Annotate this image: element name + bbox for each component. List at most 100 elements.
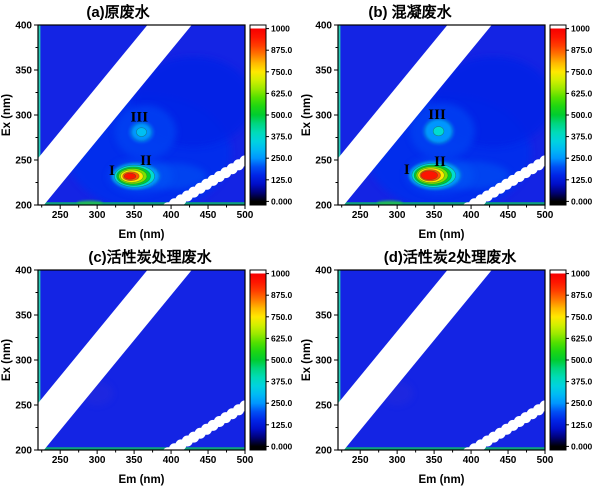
rayleigh-band-2nd (163, 399, 245, 450)
bottom-edge-strip (38, 447, 245, 450)
y-tick-label: 400 (15, 21, 32, 32)
panel-c: 250 300 350 400 450 500 200 250 300 350 400 Em (nm)… (0, 245, 300, 490)
plot-area (338, 270, 545, 450)
y-tick-label: 350 (315, 311, 332, 322)
panel-d: 250 300 350 400 450 500 200 250 300 350 400 Em (nm)… (300, 245, 600, 490)
y-tick-label: 400 (15, 266, 32, 277)
colorbar-tick-label: 375.0 (571, 132, 593, 142)
colorbar-tick-label: 125.0 (571, 420, 593, 430)
x-tick-label: 450 (500, 210, 517, 221)
x-tick-label: 450 (500, 455, 517, 466)
y-tick-label: 250 (15, 401, 32, 412)
colorbar-tick-label: 250.0 (271, 398, 293, 408)
y-tick-label: 350 (15, 311, 32, 322)
x-tick-label: 250 (52, 455, 69, 466)
panel-a: I II III 250 300 350 400 450 500 200 250 300 350 400 E… (0, 0, 300, 245)
bottom-edge-strip (338, 202, 545, 205)
y-tick-label: 300 (15, 356, 32, 367)
left-edge-strip (338, 270, 341, 450)
colorbar-tick-label: 750.0 (571, 67, 593, 77)
y-tick-label: 300 (315, 356, 332, 367)
x-tick-label: 300 (89, 455, 106, 466)
colorbar-tick-label: 125.0 (271, 175, 293, 185)
left-edge-strip (338, 25, 341, 205)
colorbar-tick-label: 625.0 (571, 88, 593, 98)
colorbar-tick-label: 0.000 (571, 441, 593, 451)
y-axis-label: Ex (nm) (1, 94, 13, 136)
peak-contour-level (432, 126, 445, 137)
colorbar-tick-label: 375.0 (271, 132, 293, 142)
y-tick-label: 200 (315, 201, 332, 212)
colorbar-tick-label: 875.0 (571, 290, 593, 300)
colorbar-tick-label: 1000 (571, 269, 590, 279)
rayleigh-band-1st (338, 25, 492, 205)
peak-annotation: I (404, 162, 410, 178)
plot-area (38, 25, 245, 205)
y-tick-label: 200 (15, 446, 32, 457)
x-tick-label: 350 (126, 210, 143, 221)
x-axis-label: Em (nm) (419, 229, 465, 241)
x-tick-label: 250 (352, 210, 369, 221)
x-tick-label: 500 (237, 210, 254, 221)
x-tick-label: 450 (200, 210, 217, 221)
y-tick-label: 350 (315, 66, 332, 77)
rayleigh-band-1st (38, 270, 192, 450)
colorbar-tick-label: 1000 (271, 24, 290, 34)
y-tick-label: 250 (315, 156, 332, 167)
y-tick-label: 400 (315, 266, 332, 277)
peak-annotation: II (434, 154, 446, 170)
colorbar-tick-label: 125.0 (271, 420, 293, 430)
panel-title: (b) 混凝废水 (368, 3, 452, 21)
rayleigh-band-2nd (163, 154, 245, 205)
left-edge-strip (38, 25, 41, 205)
panel-b: I II III 250 300 350 400 450 500 200 250 300 350 400 E… (300, 0, 600, 245)
x-tick-label: 250 (52, 210, 69, 221)
rayleigh-band-2nd (463, 399, 545, 450)
peak-contour-level (420, 170, 438, 181)
colorbar-tick-label: 500.0 (271, 110, 293, 120)
y-axis-label: Ex (nm) (301, 339, 313, 381)
y-axis-label: Ex (nm) (1, 339, 13, 381)
y-axis-label: Ex (nm) (301, 94, 313, 136)
bottom-edge-strip (38, 202, 245, 205)
rayleigh-band-2nd (463, 154, 545, 205)
panel-title: (c)活性炭处理废水 (88, 248, 212, 266)
rayleigh-band-1st (38, 25, 192, 205)
colorbar-tick-label: 750.0 (271, 312, 293, 322)
colorbar-tick-label: 500.0 (271, 355, 293, 365)
colorbar-tick-label: 750.0 (271, 67, 293, 77)
peak-annotation: III (131, 110, 149, 126)
x-tick-label: 500 (537, 210, 554, 221)
rayleigh-band-1st (338, 270, 492, 450)
y-tick-label: 300 (315, 111, 332, 122)
colorbar-tick-label: 0.000 (271, 196, 293, 206)
y-tick-label: 250 (15, 156, 32, 167)
peak-contour-level (136, 127, 147, 137)
x-tick-label: 500 (237, 455, 254, 466)
x-tick-label: 300 (389, 455, 406, 466)
colorbar-tick-label: 1000 (571, 24, 590, 34)
colorbar (550, 270, 566, 450)
eem-plot-c: 250 300 350 400 450 500 200 250 300 350 400 Em (nm)… (1, 248, 293, 486)
peak-annotation: II (140, 153, 152, 169)
peak-contour-level (123, 172, 137, 180)
y-tick-label: 250 (315, 401, 332, 412)
x-tick-label: 400 (163, 455, 180, 466)
x-tick-label: 350 (426, 455, 443, 466)
y-tick-label: 200 (315, 446, 332, 457)
colorbar-tick-label: 1000 (271, 269, 290, 279)
plot-area (338, 25, 545, 205)
colorbar-tick-label: 0.000 (271, 441, 293, 451)
x-tick-label: 400 (163, 210, 180, 221)
x-axis-label: Em (nm) (419, 474, 465, 486)
bottom-strip-spot (376, 200, 403, 205)
x-tick-label: 250 (352, 455, 369, 466)
x-tick-label: 450 (200, 455, 217, 466)
colorbar-tick-label: 750.0 (571, 312, 593, 322)
colorbar (250, 270, 266, 450)
y-tick-label: 400 (315, 21, 332, 32)
plot-area (38, 270, 245, 450)
colorbar-tick-label: 875.0 (271, 45, 293, 55)
